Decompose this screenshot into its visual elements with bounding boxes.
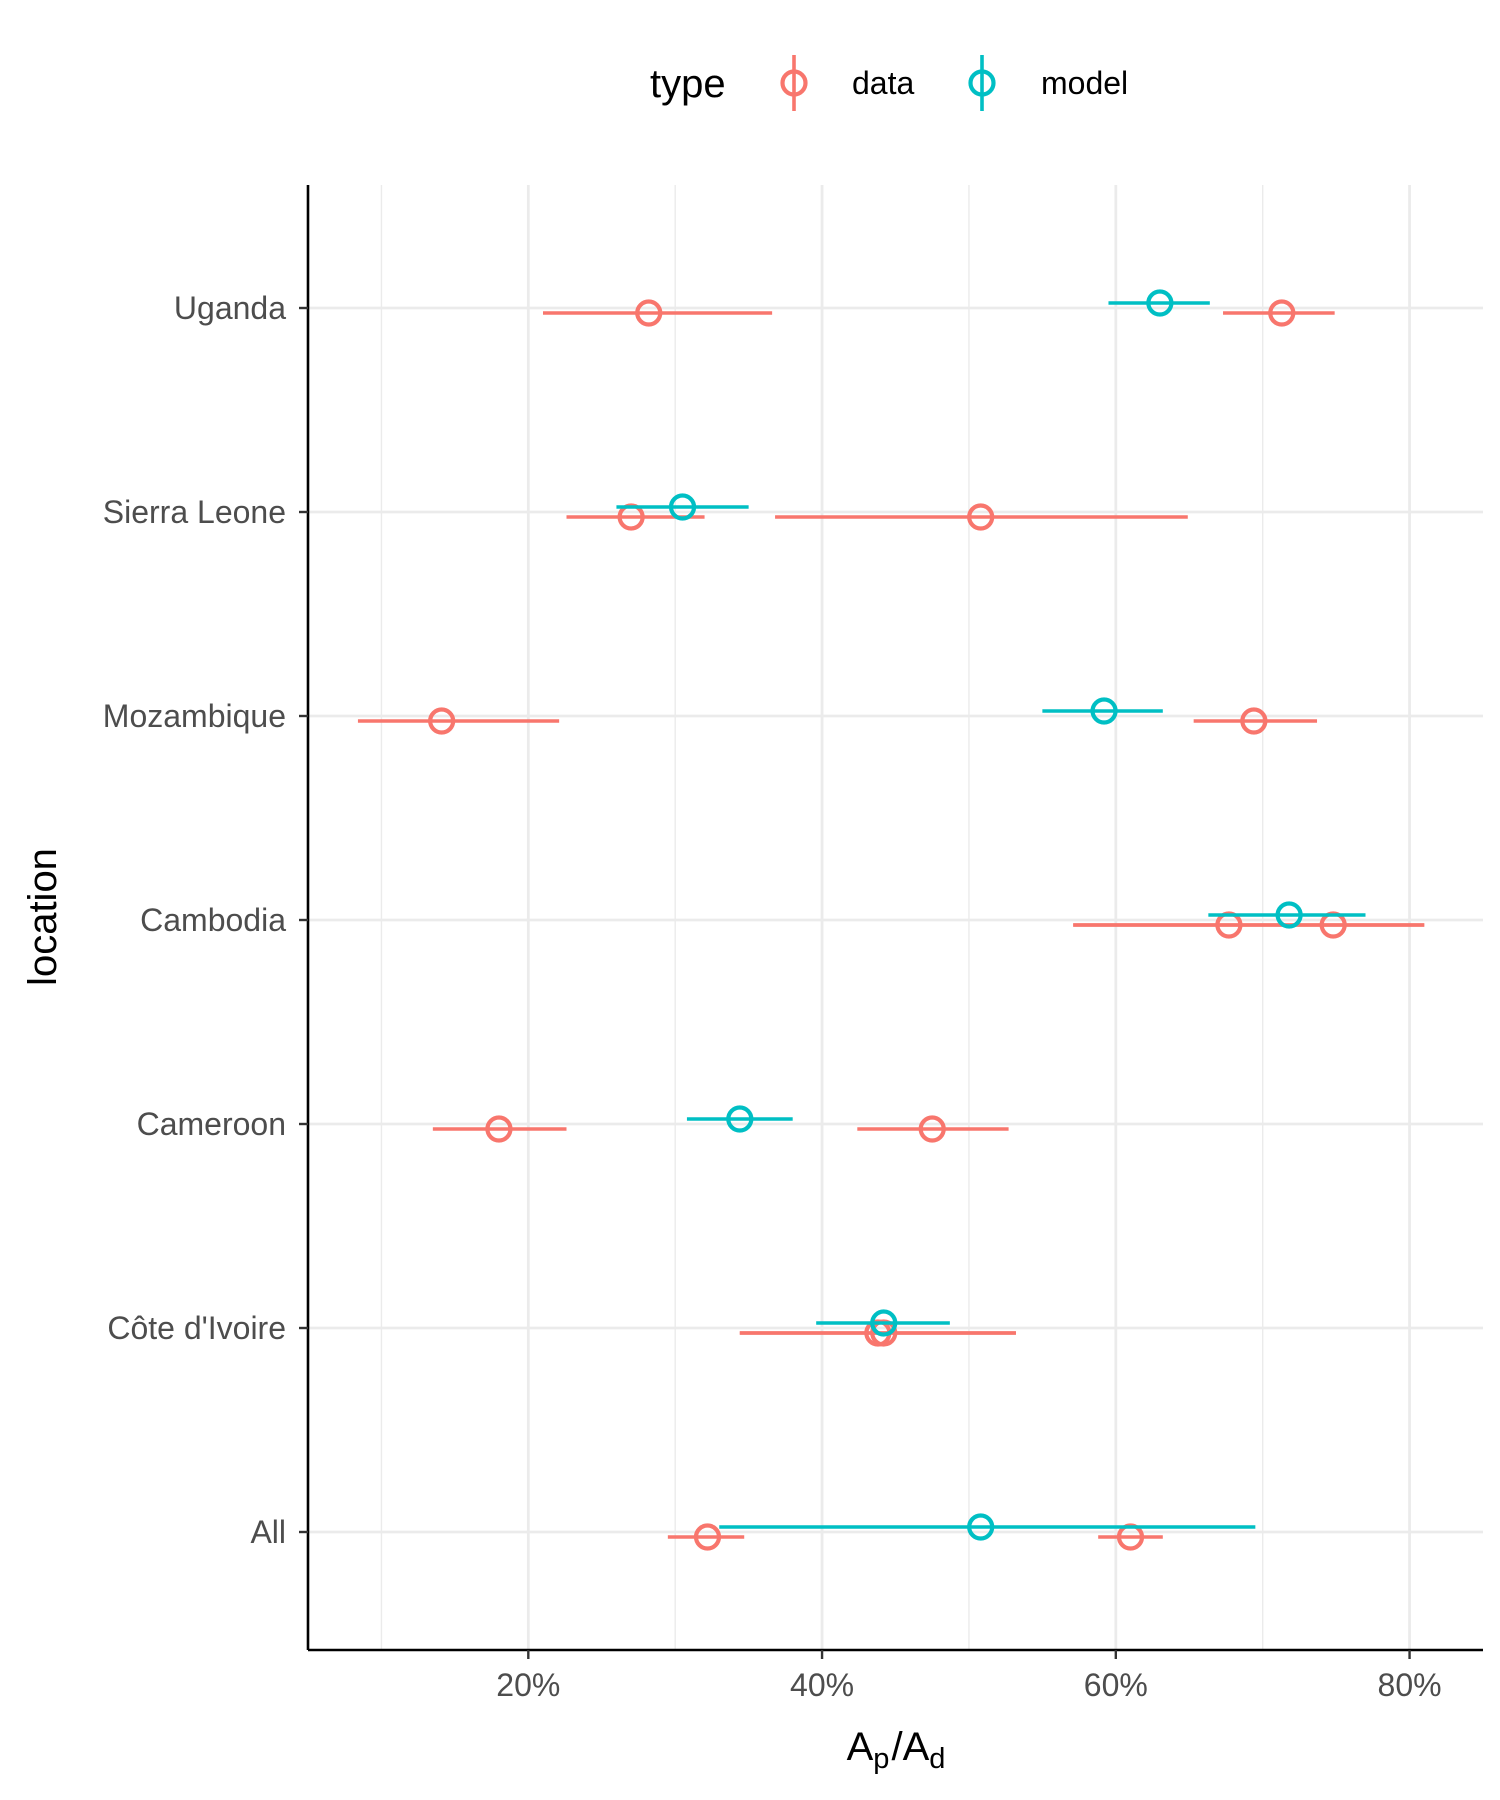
y-tick-label: Uganda [174,290,286,326]
model-point-range [816,1309,950,1337]
model-point [1090,697,1118,725]
legend-key-model [968,55,996,111]
data-point-range [432,1115,567,1143]
data-point-range [357,707,560,735]
model-point-range [616,493,749,521]
x-axis-title-main: A [847,1725,874,1769]
model-point [1275,901,1303,929]
data-point [967,503,995,531]
y-tick-label: Sierra Leone [103,494,286,530]
model-point [1146,289,1174,317]
data-point [1240,707,1268,735]
legend-title: type [650,62,726,106]
x-axis-title-sub-2: d [929,1743,945,1775]
data-point-range [775,503,1188,531]
model-point-range [1108,289,1210,317]
data-point [1268,299,1296,327]
y-tick-label: Côte d'Ivoire [107,1310,286,1346]
y-tick-label: Cameroon [137,1106,286,1142]
legend-key-model-point [968,69,996,97]
model-point-range [686,1105,793,1133]
model-point [726,1105,754,1133]
legend-key-data-point [780,69,808,97]
data-point-range [1073,911,1425,939]
x-tick-label: 80% [1378,1667,1442,1703]
data-point [693,1523,722,1551]
data-point [428,707,456,735]
model-point [668,493,697,521]
data-point [635,299,663,327]
x-tick-label: 60% [1084,1667,1148,1703]
model-point-range [719,1513,1256,1541]
model-point-range [1042,697,1163,725]
y-axis-ticks: Uganda Sierra Leone Mozambique Cambodia Came… [103,290,308,1550]
model-point-range [1208,901,1366,929]
data-point [485,1115,513,1143]
y-tick-label: Mozambique [103,698,286,734]
model-point [967,1513,995,1541]
y-tick-label: Cambodia [140,902,286,938]
x-axis-ticks: 20% 40% 60% 80% [496,1650,1442,1703]
x-axis-title: Ap/Ad [847,1725,946,1775]
data-point [918,1115,946,1143]
legend-label-data: data [852,65,914,101]
data-point-range [667,1523,745,1551]
legend-label-model: model [1041,65,1128,101]
data-marks [357,289,1425,1551]
legend: type data model [650,55,1128,111]
x-tick-label: 40% [790,1667,854,1703]
data-point-range [1223,299,1335,327]
data-point-range [1098,1523,1163,1551]
model-point [870,1309,898,1337]
gridlines [308,185,1483,1650]
y-axis-title: location [21,848,65,986]
x-axis-title-main-2: A [903,1725,930,1769]
data-point-range [857,1115,1009,1143]
y-tick-label: All [250,1514,286,1550]
x-tick-label: 20% [496,1667,560,1703]
x-axis-title-separator: / [891,1725,903,1769]
x-axis-title-sub-1: p [873,1743,889,1775]
data-point-range [543,299,773,327]
data-point-range [1193,707,1318,735]
legend-key-data [780,55,808,111]
